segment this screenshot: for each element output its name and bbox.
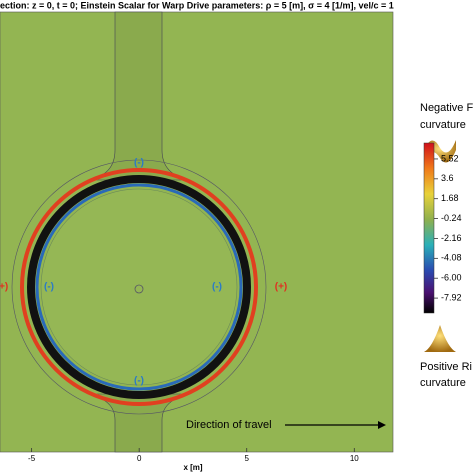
ring-black [27,175,251,399]
inner-disk [40,188,238,386]
annotation: (-) [44,282,54,293]
annotation: (-) [134,158,144,169]
colorbar-tick-label: 1.68 [441,193,459,203]
annotation: Direction of travel [186,419,272,431]
annotation: (-) [134,376,144,387]
ring-red-left [20,168,140,406]
x-axis-label: x [m] [183,463,202,472]
colorbar-tick-label: 5.52 [441,153,459,163]
annotation: (+) [275,282,288,293]
x-tick-label: -5 [28,454,36,463]
colorbar-tick-label: -6.00 [441,273,462,283]
x-tick-label: 10 [350,454,359,463]
annotation: (+) [0,282,8,293]
legend-text: curvature [420,119,466,131]
chart-title: ection: z = 0, t = 0; Einstein Scalar fo… [0,0,394,10]
center-noise [134,284,144,294]
positive-icon [424,325,456,352]
plot-area [0,11,394,453]
x-tick-label: 0 [137,454,142,463]
annotation: (-) [212,282,222,293]
colorbar-tick-label: -7.92 [441,292,462,302]
colorbar-tick-label: -0.24 [441,213,462,223]
x-tick-label: 5 [245,454,250,463]
colorbar-tick-label: 3.6 [441,173,454,183]
contour-outer [11,159,267,415]
legend-text: Negative F [420,102,473,114]
colorbar [423,142,435,314]
ring-red-right [138,168,258,406]
legend-text: curvature [420,377,466,389]
colorbar-tick-label: -2.16 [441,233,462,243]
arrow-head [378,421,386,429]
legend-text: Positive Ri [420,361,472,373]
colorbar-tick-label: -4.08 [441,253,462,263]
